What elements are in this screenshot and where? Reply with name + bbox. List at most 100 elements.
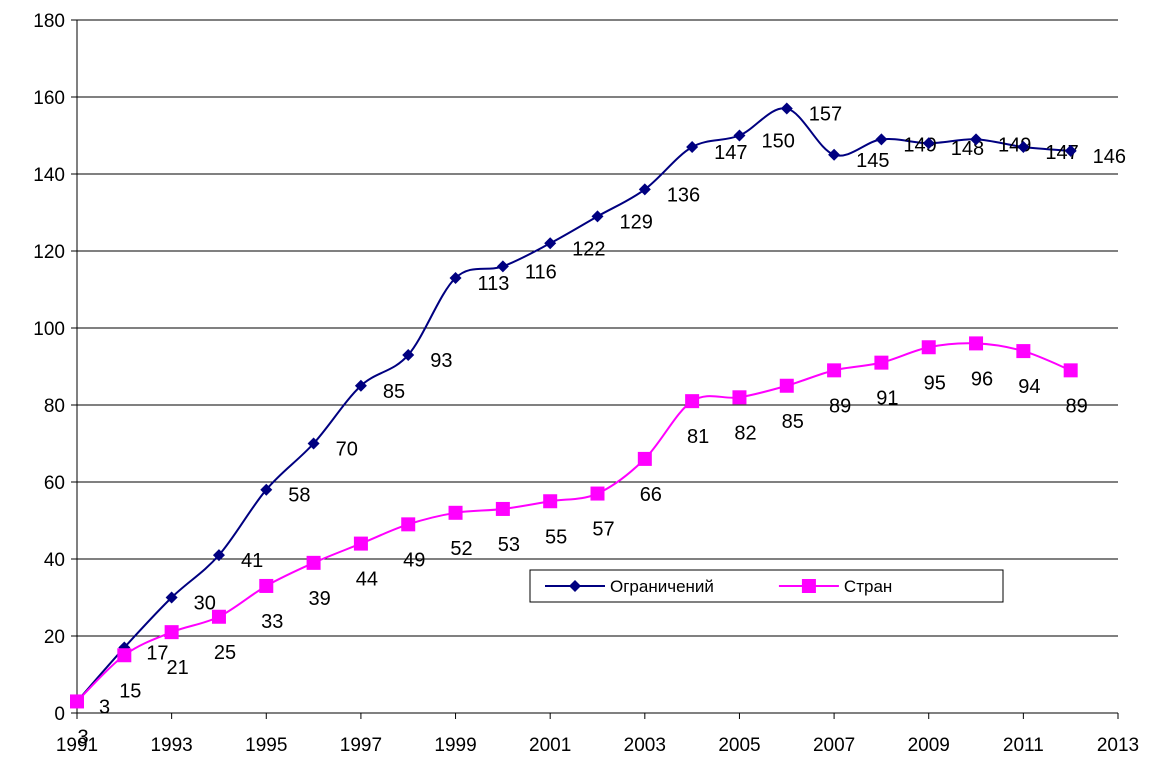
y-tick-label: 180 bbox=[33, 11, 65, 32]
x-tick-label: 2013 bbox=[1097, 735, 1139, 756]
y-tick-label: 120 bbox=[33, 242, 65, 263]
data-label: 30 bbox=[194, 593, 216, 615]
legend: Ограничений Стран bbox=[529, 569, 1004, 603]
data-point bbox=[354, 379, 367, 392]
data-point bbox=[544, 237, 557, 250]
x-tick-label: 1995 bbox=[245, 735, 287, 756]
data-point bbox=[686, 141, 699, 154]
data-label: 25 bbox=[214, 642, 236, 664]
data-point bbox=[306, 555, 321, 570]
data-point bbox=[70, 694, 84, 709]
data-point bbox=[1017, 141, 1030, 154]
y-tick-label: 20 bbox=[44, 627, 65, 648]
data-label: 44 bbox=[356, 569, 378, 591]
data-label: 157 bbox=[809, 104, 842, 126]
x-tick-label: 2005 bbox=[718, 735, 760, 756]
data-point bbox=[449, 271, 462, 284]
data-label: 85 bbox=[782, 411, 804, 433]
data-point bbox=[779, 378, 794, 393]
data-point bbox=[827, 363, 842, 378]
legend-label: Ограничений bbox=[610, 577, 714, 596]
data-point bbox=[733, 129, 746, 142]
data-label: 89 bbox=[1066, 395, 1088, 417]
data-point bbox=[543, 494, 558, 509]
data-point bbox=[353, 536, 368, 551]
data-label: 122 bbox=[572, 238, 605, 260]
data-label: 96 bbox=[971, 368, 993, 390]
data-point bbox=[212, 549, 225, 562]
y-tick-label: 0 bbox=[54, 704, 65, 725]
data-label: 49 bbox=[403, 549, 425, 571]
y-tick-label: 140 bbox=[33, 165, 65, 186]
data-point bbox=[970, 133, 983, 146]
data-point bbox=[401, 517, 416, 532]
series-line bbox=[76, 342, 1072, 703]
data-point bbox=[874, 355, 889, 370]
data-label: 55 bbox=[545, 526, 567, 548]
x-tick-label: 1997 bbox=[340, 735, 382, 756]
y-tick-label: 80 bbox=[44, 396, 65, 417]
data-label: 136 bbox=[667, 184, 700, 206]
x-tick-label: 2009 bbox=[908, 735, 950, 756]
legend-label: Стран bbox=[844, 577, 892, 596]
x-tick-label: 1991 bbox=[56, 735, 98, 756]
legend-marker bbox=[801, 579, 816, 593]
data-point bbox=[922, 137, 935, 150]
data-label: 3 bbox=[99, 696, 110, 718]
x-tick-label: 1999 bbox=[434, 735, 476, 756]
x-tick-label: 2001 bbox=[529, 735, 571, 756]
data-label: 15 bbox=[119, 680, 141, 702]
data-label: 21 bbox=[167, 657, 189, 679]
data-point bbox=[590, 486, 605, 501]
y-tick-label: 40 bbox=[44, 550, 65, 571]
data-point bbox=[260, 483, 273, 496]
data-point bbox=[496, 260, 509, 273]
data-label: 116 bbox=[525, 261, 557, 283]
data-point bbox=[1064, 144, 1077, 157]
data-label: 39 bbox=[308, 588, 330, 610]
data-label: 33 bbox=[261, 611, 283, 633]
data-label: 17 bbox=[146, 643, 168, 665]
data-label: 70 bbox=[336, 439, 358, 461]
data-point bbox=[969, 336, 984, 351]
data-point bbox=[637, 451, 652, 466]
legend-box bbox=[529, 569, 1004, 603]
x-tick-label: 1993 bbox=[150, 735, 192, 756]
data-label: 129 bbox=[620, 211, 653, 233]
data-point bbox=[307, 437, 320, 450]
data-point bbox=[165, 591, 178, 604]
data-label: 82 bbox=[734, 422, 756, 444]
data-label: 85 bbox=[383, 381, 405, 403]
data-label: 57 bbox=[592, 519, 614, 541]
data-point bbox=[402, 348, 415, 361]
x-tick-label: 2007 bbox=[813, 735, 855, 756]
data-label: 94 bbox=[1018, 376, 1040, 398]
data-label: 58 bbox=[288, 485, 310, 507]
data-label: 93 bbox=[430, 350, 452, 372]
data-point bbox=[591, 210, 604, 223]
data-point bbox=[164, 625, 179, 640]
data-label: 145 bbox=[856, 150, 889, 172]
data-point bbox=[448, 505, 463, 520]
y-tick-label: 60 bbox=[44, 473, 65, 494]
data-label: 3 bbox=[77, 726, 88, 748]
data-point bbox=[638, 183, 651, 196]
y-tick-label: 100 bbox=[33, 319, 65, 340]
legend-marker bbox=[569, 580, 581, 592]
data-label: 113 bbox=[478, 273, 510, 295]
data-label: 66 bbox=[640, 484, 662, 506]
data-label: 146 bbox=[1093, 146, 1126, 168]
data-point bbox=[732, 390, 747, 405]
data-label: 53 bbox=[498, 534, 520, 556]
data-label: 91 bbox=[876, 388, 898, 410]
data-label: 89 bbox=[829, 395, 851, 417]
data-label: 41 bbox=[241, 550, 263, 572]
data-point bbox=[780, 102, 793, 115]
data-label: 81 bbox=[687, 426, 709, 448]
x-tick-label: 2011 bbox=[1003, 735, 1044, 756]
data-point bbox=[921, 340, 936, 355]
data-point bbox=[117, 648, 132, 663]
data-point bbox=[828, 148, 841, 161]
data-point bbox=[1063, 363, 1078, 378]
